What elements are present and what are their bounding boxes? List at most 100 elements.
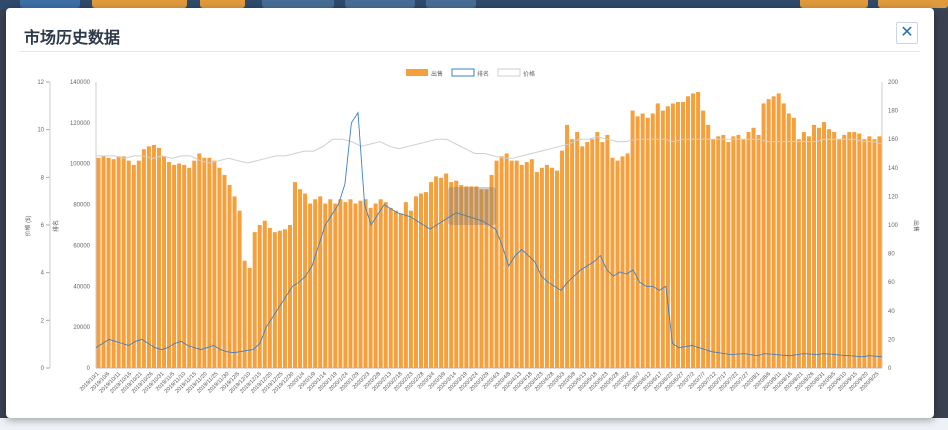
sales-bar bbox=[842, 134, 847, 368]
sales-bar bbox=[237, 210, 242, 368]
sales-bar bbox=[353, 203, 358, 368]
close-icon[interactable]: ✕ bbox=[896, 22, 918, 44]
sales-bar bbox=[197, 153, 202, 368]
sales-bar bbox=[464, 186, 469, 368]
sales-bar bbox=[403, 202, 408, 368]
sales-bar bbox=[287, 225, 292, 368]
sales-bar bbox=[479, 189, 484, 368]
sales-bar bbox=[857, 133, 862, 368]
sales-bar bbox=[726, 142, 731, 368]
sales-bar bbox=[313, 199, 318, 368]
sales-bar bbox=[721, 134, 726, 368]
sales-bar bbox=[116, 156, 121, 368]
background-toolbar-button bbox=[262, 0, 334, 8]
sales-bar bbox=[781, 103, 786, 368]
sales-bar bbox=[580, 146, 585, 368]
sales-bar bbox=[141, 149, 146, 368]
sales-bar bbox=[605, 134, 610, 368]
price-tick-label: 0 bbox=[41, 366, 45, 372]
sales-bar bbox=[680, 102, 685, 369]
sales-bar bbox=[585, 142, 590, 368]
sales-bar bbox=[232, 196, 237, 368]
sales-bar bbox=[202, 157, 207, 368]
background-toolbar-button bbox=[345, 0, 415, 8]
sales-bar bbox=[862, 139, 867, 368]
price-tick-label: 2 bbox=[41, 318, 45, 324]
sales-bar bbox=[413, 196, 418, 368]
sales-bar bbox=[827, 129, 832, 368]
sales-bar bbox=[318, 196, 323, 368]
sales-bar bbox=[212, 160, 217, 368]
sales-bar bbox=[756, 134, 761, 368]
sales-bar bbox=[393, 210, 398, 368]
price-tick-label: 12 bbox=[37, 80, 44, 86]
sales-axis-title: 出售 bbox=[912, 220, 920, 232]
sales-bar bbox=[162, 156, 167, 368]
sales-bar bbox=[227, 184, 232, 368]
legend-item[interactable]: 出售 bbox=[406, 69, 443, 78]
sales-bar bbox=[595, 132, 600, 368]
sales-bar bbox=[494, 160, 499, 368]
sales-bar bbox=[817, 127, 822, 368]
sales-bar bbox=[534, 172, 539, 368]
sales-bar bbox=[444, 173, 449, 368]
sales-bar bbox=[519, 164, 524, 368]
sales-bar bbox=[277, 230, 282, 368]
sales-bar bbox=[549, 167, 554, 368]
sales-bar bbox=[570, 139, 575, 368]
sales-bar bbox=[675, 102, 680, 369]
sales-tick-label: 120 bbox=[888, 194, 899, 200]
sales-bar bbox=[388, 207, 393, 368]
legend-swatch bbox=[406, 69, 428, 76]
sales-bar bbox=[459, 184, 464, 368]
sales-bar bbox=[439, 177, 444, 368]
sales-bar bbox=[600, 142, 605, 368]
sales-bar bbox=[293, 182, 298, 368]
sales-bar bbox=[469, 186, 474, 368]
sales-bar bbox=[741, 139, 746, 368]
background-toolbar-button bbox=[800, 0, 868, 8]
background-table-row bbox=[0, 418, 948, 430]
sales-bar bbox=[111, 159, 116, 368]
legend-label: 出售 bbox=[431, 70, 443, 78]
sales-axis: 0 20 40 60 80 100 120 140 160 180 200 出售 bbox=[881, 80, 920, 372]
sales-bar bbox=[323, 203, 328, 368]
legend-item[interactable]: 排名 bbox=[451, 68, 489, 78]
sales-tick-label: 20 bbox=[888, 337, 895, 343]
sales-bar bbox=[308, 203, 313, 368]
price-tick-label: 4 bbox=[41, 271, 45, 277]
price-line bbox=[96, 136, 883, 164]
price-axis-title: 价格 ($) bbox=[24, 215, 32, 236]
sales-bars bbox=[96, 92, 882, 369]
market-history-modal: 市场历史数据 ✕ 出售 排名 价格 0 2 4 6 8 10 12 价格 ($) 0 20000 40… bbox=[6, 8, 934, 418]
sales-bar bbox=[247, 267, 252, 368]
legend-label: 价格 bbox=[523, 70, 535, 78]
sales-bar bbox=[217, 167, 222, 368]
sales-bar bbox=[610, 157, 615, 368]
sales-bar bbox=[167, 162, 172, 368]
sales-bar bbox=[242, 260, 247, 368]
sales-bar bbox=[776, 93, 781, 368]
legend-swatch bbox=[451, 68, 475, 77]
legend-item[interactable]: 价格 bbox=[497, 68, 535, 78]
sales-bar bbox=[706, 124, 711, 369]
price-tick-label: 10 bbox=[37, 128, 44, 134]
sales-bar bbox=[751, 127, 756, 368]
sales-bar bbox=[615, 160, 620, 368]
sales-bar bbox=[298, 189, 303, 368]
background-toolbar-button bbox=[878, 0, 948, 8]
sales-bar bbox=[509, 160, 514, 368]
rank-tick-label: 100000 bbox=[70, 162, 91, 168]
sales-bar bbox=[731, 136, 736, 368]
sales-bar bbox=[645, 117, 650, 368]
sales-bar bbox=[555, 170, 560, 368]
sales-bar bbox=[701, 110, 706, 368]
rank-tick-label: 60000 bbox=[73, 243, 90, 249]
sales-bar bbox=[126, 160, 131, 368]
sales-bar bbox=[343, 202, 348, 368]
sales-bar bbox=[424, 192, 429, 368]
sales-bar bbox=[378, 199, 383, 368]
sales-bar bbox=[207, 157, 212, 368]
sales-bar bbox=[257, 225, 262, 368]
sales-bar bbox=[177, 163, 182, 368]
